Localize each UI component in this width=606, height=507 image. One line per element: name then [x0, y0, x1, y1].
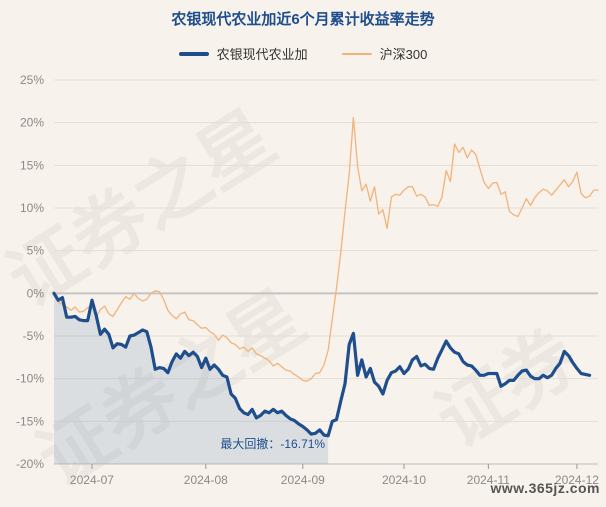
drawdown-label: 最大回撤：-16.71%	[220, 436, 325, 451]
x-tick-label: 2024-08	[184, 473, 228, 487]
y-tick-label: 20%	[20, 116, 44, 130]
y-tick-label: 0%	[27, 286, 45, 300]
x-tick-label: 2024-10	[382, 473, 426, 487]
y-tick-label: 10%	[20, 201, 44, 215]
series-line-fund	[52, 291, 592, 438]
legend-label-index: 沪深300	[379, 47, 428, 62]
x-tick-label: 2024-09	[281, 473, 325, 487]
chart-title: 农银现代农业加近6个月累计收益率走势	[171, 11, 435, 28]
y-tick-label: -20%	[16, 457, 44, 471]
legend-swatch-index	[341, 52, 372, 55]
y-tick-label: -10%	[16, 372, 44, 386]
x-tick-label: 2024-12	[555, 473, 599, 487]
legend-swatch-fund	[178, 51, 209, 56]
y-tick-label: -15%	[16, 414, 44, 428]
x-tick-label: 2024-07	[70, 473, 114, 487]
legend: 农银现代农业加 沪深300	[0, 44, 606, 63]
x-tick-label: 2024-11	[467, 473, 510, 487]
y-tick-label: 15%	[20, 158, 44, 172]
drawdown-area	[54, 293, 329, 464]
site-watermark: www.365jz.com	[490, 480, 600, 496]
series-line-index	[53, 116, 599, 382]
y-tick-label: 25%	[20, 73, 44, 87]
legend-label-fund: 农银现代农业加	[216, 47, 308, 62]
y-tick-label: -5%	[23, 329, 45, 343]
legend-item-fund[interactable]: 农银现代农业加	[178, 44, 308, 63]
legend-item-index[interactable]: 沪深300	[341, 44, 428, 63]
y-tick-label: 5%	[27, 244, 45, 258]
